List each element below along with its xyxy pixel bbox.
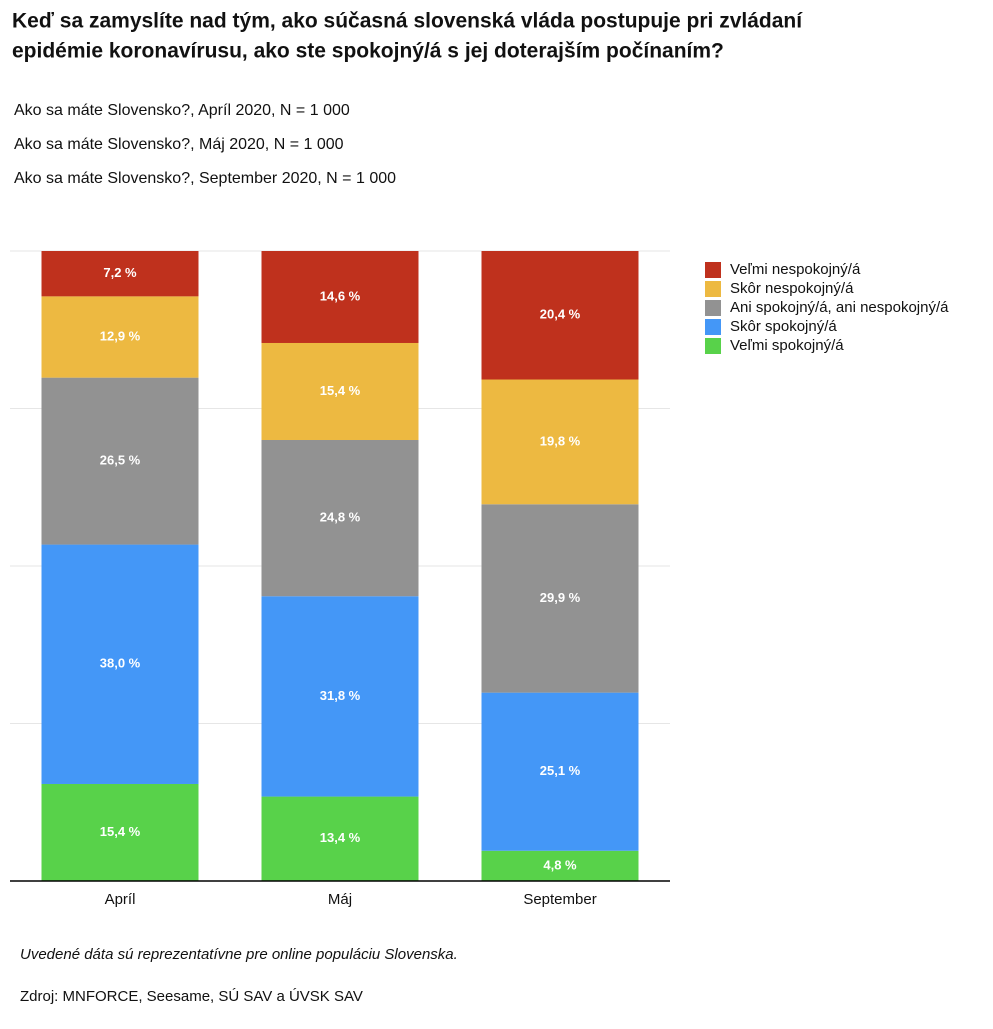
bar-segment bbox=[261, 796, 419, 881]
bar-segment bbox=[481, 850, 639, 881]
bar-segment bbox=[481, 379, 639, 505]
bar-segment bbox=[41, 544, 199, 784]
legend-swatch bbox=[705, 262, 721, 278]
legend-swatch bbox=[705, 300, 721, 316]
bar-segment bbox=[41, 377, 199, 545]
value-label: 7,2 % bbox=[103, 265, 137, 280]
bar-segment bbox=[41, 783, 199, 881]
legend-label: Skôr spokojný/á bbox=[730, 318, 837, 335]
bar-segment bbox=[261, 342, 419, 440]
value-label: 20,4 % bbox=[540, 307, 581, 322]
chart-title: epidémie koronavírusu, ako ste spokojný/… bbox=[12, 40, 724, 63]
value-label: 19,8 % bbox=[540, 433, 581, 448]
value-label: 31,8 % bbox=[320, 688, 361, 703]
bar-segment bbox=[481, 504, 639, 693]
subtitle: Ako sa máte Slovensko?, Máj 2020, N = 1 … bbox=[14, 136, 344, 153]
value-label: 15,4 % bbox=[100, 824, 141, 839]
bar-segment bbox=[261, 596, 419, 797]
legend-swatch bbox=[705, 281, 721, 297]
chart-title: Keď sa zamyslíte nad tým, ako súčasná sl… bbox=[12, 10, 803, 33]
x-tick-label: September bbox=[523, 891, 596, 908]
legend-swatch bbox=[705, 338, 721, 354]
value-label: 25,1 % bbox=[540, 763, 581, 778]
x-tick-label: Apríl bbox=[105, 891, 136, 908]
legend-label: Veľmi spokojný/á bbox=[730, 337, 844, 354]
value-label: 4,8 % bbox=[543, 857, 577, 872]
bar-segment bbox=[41, 296, 199, 378]
value-label: 38,0 % bbox=[100, 656, 141, 671]
subtitle: Ako sa máte Slovensko?, Apríl 2020, N = … bbox=[14, 102, 350, 119]
value-label: 14,6 % bbox=[320, 288, 361, 303]
bar-segment bbox=[481, 251, 639, 380]
value-label: 24,8 % bbox=[320, 510, 361, 525]
legend-label: Skôr nespokojný/á bbox=[730, 280, 854, 297]
bar-segment bbox=[41, 251, 199, 297]
value-label: 13,4 % bbox=[320, 830, 361, 845]
value-label: 29,9 % bbox=[540, 590, 581, 605]
value-label: 26,5 % bbox=[100, 453, 141, 468]
legend-label: Ani spokojný/á, ani nespokojný/á bbox=[730, 299, 949, 316]
note: Uvedené dáta sú reprezentatívne pre onli… bbox=[20, 946, 458, 963]
source: Zdroj: MNFORCE, Seesame, SÚ SAV a ÚVSK S… bbox=[20, 988, 363, 1005]
legend-label: Veľmi nespokojný/á bbox=[730, 261, 861, 278]
value-label: 12,9 % bbox=[100, 328, 141, 343]
x-tick-label: Máj bbox=[328, 891, 352, 908]
value-label: 15,4 % bbox=[320, 383, 361, 398]
bar-segment bbox=[261, 251, 419, 343]
legend-swatch bbox=[705, 319, 721, 335]
bar-segment bbox=[481, 692, 639, 851]
subtitle: Ako sa máte Slovensko?, September 2020, … bbox=[14, 170, 396, 187]
bar-segment bbox=[261, 440, 419, 597]
